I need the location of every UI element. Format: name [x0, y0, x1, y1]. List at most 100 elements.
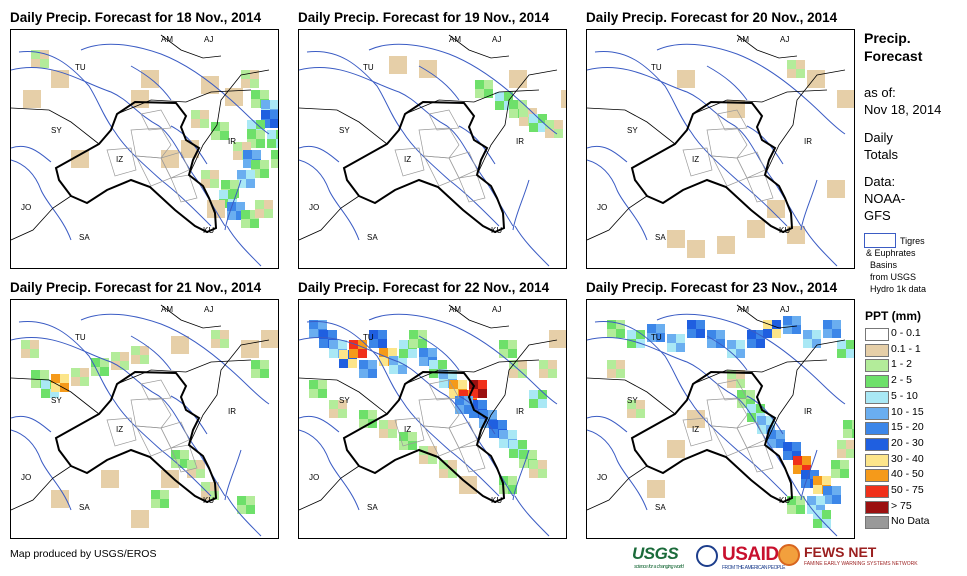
- precip-cell: [727, 340, 736, 349]
- precip-cell: [787, 69, 796, 78]
- precip-cells: [667, 60, 854, 258]
- country-border: [587, 107, 676, 145]
- precip-cell: [823, 329, 832, 338]
- precip-cell: [519, 459, 528, 468]
- precip-map[interactable]: AM AJ TU SY IZ IR JO SA KU: [298, 299, 567, 539]
- precip-cell: [687, 249, 696, 258]
- precip-cell: [398, 56, 407, 65]
- precip-cell: [822, 510, 831, 519]
- precip-cell: [468, 476, 477, 485]
- precip-cell: [233, 142, 242, 151]
- precip-map[interactable]: AM AJ TU SY IZ IR JO SA KU: [586, 299, 855, 539]
- province-boundary: [711, 425, 748, 457]
- map-canvas: AM AJ TU SY IZ IR JO SA KU: [587, 304, 854, 537]
- precip-cell: [329, 409, 338, 418]
- country-code-sa: SA: [655, 233, 666, 242]
- precip-cell: [656, 480, 665, 489]
- precip-cell: [181, 140, 190, 149]
- fews-logo[interactable]: FEWS NET FAMINE EARLY WARNING SYSTEMS NE…: [804, 544, 918, 567]
- precip-cell: [161, 470, 170, 479]
- precip-cell: [359, 369, 368, 378]
- precip-cell: [261, 110, 270, 119]
- precip-cell: [627, 339, 636, 348]
- precip-cell: [348, 359, 357, 368]
- precip-cell: [246, 179, 255, 188]
- precip-cell: [225, 88, 234, 97]
- precip-cell: [686, 79, 695, 88]
- precip-cell: [201, 170, 210, 179]
- basin-outline: [18, 50, 212, 227]
- precip-cell: [388, 348, 397, 357]
- precip-cell: [509, 449, 518, 458]
- province-boundary: [706, 397, 748, 429]
- precip-cell: [399, 432, 408, 441]
- precip-cell: [538, 114, 547, 123]
- precip-cell: [170, 150, 179, 159]
- province-boundary: [140, 109, 172, 131]
- precip-cell: [484, 89, 493, 98]
- precip-map[interactable]: AM AJ TU SY IZ IR JO SA KU: [10, 299, 279, 539]
- ppt-class-label: 0.1 - 1: [891, 342, 921, 355]
- usaid-logo[interactable]: USAID FROM THE AMERICAN PEOPLE: [722, 544, 785, 571]
- precip-cell: [250, 79, 259, 88]
- precip-cell: [21, 349, 30, 358]
- country-code-am: AM: [161, 35, 173, 44]
- ppt-class-label: 0 - 0.1: [891, 327, 921, 339]
- country-labels: AM AJ TU SY IZ IR JO SA KU: [597, 305, 812, 512]
- legend-title-line1: Precip.: [864, 30, 911, 46]
- precip-cell: [792, 451, 801, 460]
- precip-cell: [767, 200, 776, 209]
- precip-cell: [468, 485, 477, 494]
- precip-cell: [846, 349, 854, 358]
- basin-outline: [80, 313, 270, 405]
- basin-outline: [306, 320, 500, 497]
- precip-cell: [251, 360, 260, 369]
- precip-cell: [812, 339, 821, 348]
- precip-cell: [554, 129, 563, 138]
- precip-cell: [687, 419, 696, 428]
- precip-map[interactable]: AM AJ TU SY IZ IR JO SA KU: [10, 29, 279, 269]
- precip-cell: [318, 380, 327, 389]
- daily-line1: Daily: [864, 130, 893, 145]
- precip-cell: [802, 465, 811, 474]
- precip-cell: [60, 374, 69, 383]
- precip-cell: [379, 348, 388, 357]
- precip-cell: [756, 339, 765, 348]
- basin-outline: [368, 313, 558, 405]
- ppt-class-swatch: [865, 485, 889, 498]
- basin-outline: [224, 179, 242, 231]
- precip-cell: [388, 420, 397, 429]
- precip-cell: [131, 510, 140, 519]
- precip-cell: [220, 330, 229, 339]
- ppt-class-swatch: [865, 359, 889, 373]
- precip-map[interactable]: AM AJ TU SY IZ IR JO SA KU: [298, 29, 567, 269]
- precip-cell: [667, 334, 676, 343]
- precip-cell: [150, 79, 159, 88]
- precip-map[interactable]: AM AJ TU SY IZ IR JO SA KU: [586, 29, 855, 269]
- precip-cell: [607, 369, 616, 378]
- usgs-logo[interactable]: USGS science for a changing world: [632, 544, 684, 570]
- precip-cell: [252, 150, 261, 159]
- basin-outline: [587, 336, 802, 497]
- precip-cell: [318, 320, 327, 329]
- precip-cell: [561, 99, 566, 108]
- precip-cell: [767, 430, 776, 439]
- basin-outline: [800, 449, 818, 501]
- province-boundary: [394, 147, 425, 177]
- precip-cell: [237, 170, 246, 179]
- precip-cell: [246, 496, 255, 505]
- country-code-tu: TU: [651, 63, 662, 72]
- precip-cell: [509, 79, 518, 88]
- precip-cell: [428, 446, 437, 455]
- province-boundary: [394, 417, 425, 447]
- country-labels: AM AJ TU SY IZ IR JO SA KU: [309, 35, 524, 242]
- precip-cell: [438, 360, 447, 369]
- usaid-tagline: FROM THE AMERICAN PEOPLE: [722, 565, 785, 571]
- country-border: [404, 359, 540, 385]
- precip-cell: [428, 60, 437, 69]
- precip-cell: [459, 485, 468, 494]
- country-code-tu: TU: [363, 63, 374, 72]
- province-boundary: [448, 421, 478, 449]
- precip-cell: [793, 456, 802, 465]
- precip-cell: [647, 333, 656, 342]
